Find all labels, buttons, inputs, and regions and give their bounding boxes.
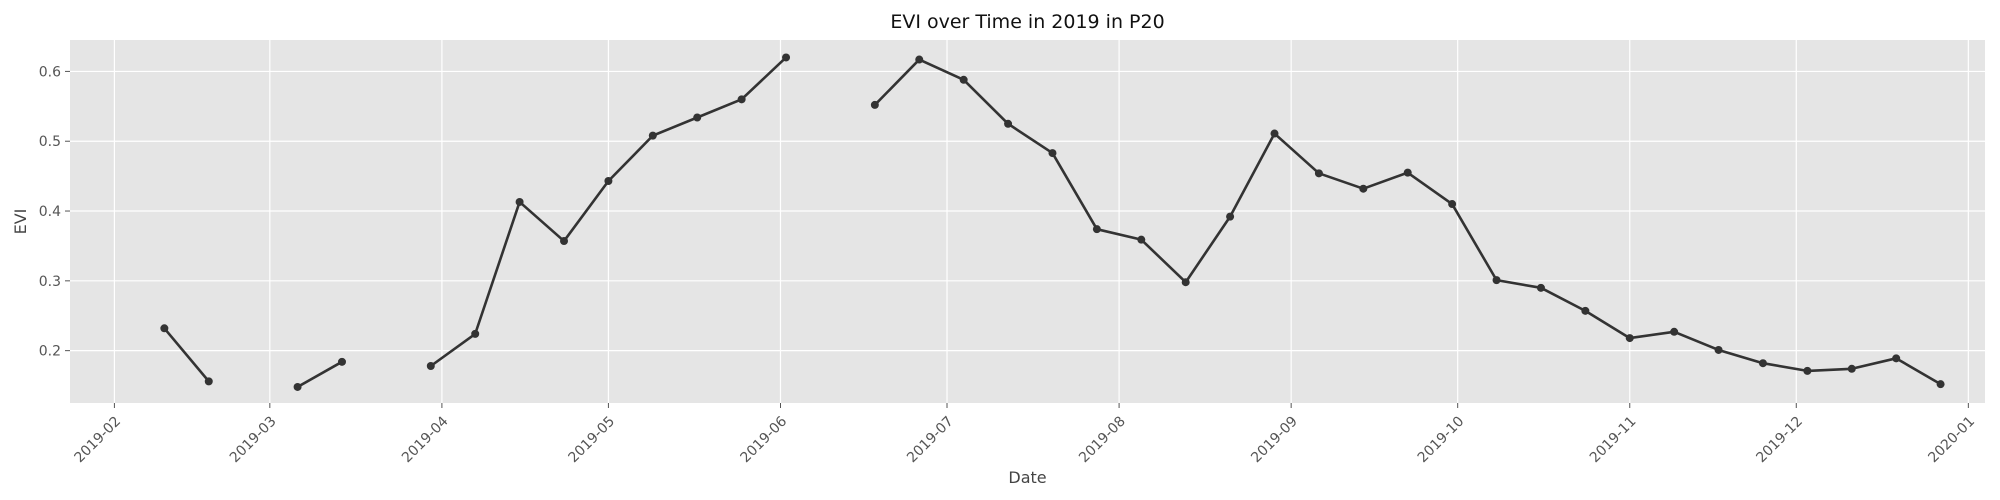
data-point: [693, 113, 702, 122]
x-axis-title: Date: [1008, 468, 1046, 487]
data-point: [1536, 283, 1545, 292]
data-point: [1448, 200, 1457, 209]
data-point: [870, 100, 879, 109]
x-tick-label: 2019-11: [1587, 413, 1640, 466]
data-point: [1625, 334, 1634, 343]
y-tick-label: 0.2: [39, 344, 61, 360]
data-point: [471, 329, 480, 338]
x-tick-label: 2019-04: [399, 413, 452, 466]
data-point: [1004, 119, 1013, 128]
data-point: [1492, 276, 1501, 285]
grid-lines: [70, 40, 1985, 403]
y-tick-label: 0.3: [39, 274, 61, 290]
data-point: [1803, 366, 1812, 375]
data-point: [1714, 345, 1723, 354]
data-point: [1936, 380, 1945, 389]
data-point: [1403, 168, 1412, 177]
y-tick-label: 0.5: [39, 134, 61, 150]
series-points: [160, 53, 1945, 391]
data-point: [426, 362, 435, 371]
plot-area: [70, 40, 1985, 403]
series-line-segment: [296, 360, 343, 389]
x-tick-label: 2019-06: [738, 413, 791, 466]
x-tick-label: 2019-08: [1076, 413, 1129, 466]
data-point: [1226, 212, 1235, 221]
data-point: [1270, 129, 1279, 138]
y-tick-label: 0.6: [39, 64, 61, 80]
series-line-segment: [163, 327, 210, 383]
x-tick-label: 2019-12: [1753, 413, 1806, 466]
data-point: [648, 131, 657, 140]
x-tick-label: 2019-05: [565, 413, 618, 466]
data-point: [204, 377, 213, 386]
data-point: [915, 55, 924, 64]
data-point: [1758, 359, 1767, 368]
x-tick-label: 2020-01: [1925, 413, 1978, 466]
chart-title: EVI over Time in 2019 in P20: [890, 11, 1164, 33]
data-point: [515, 197, 524, 206]
data-point: [1581, 306, 1590, 315]
data-point: [604, 177, 613, 186]
x-tick-label: 2019-10: [1415, 413, 1468, 466]
x-tick-label: 2019-07: [904, 413, 957, 466]
data-point: [1359, 184, 1368, 193]
data-point: [1048, 149, 1057, 158]
y-tick-label: 0.4: [39, 204, 61, 220]
data-point: [1892, 354, 1901, 363]
data-point: [737, 95, 746, 104]
data-point: [293, 382, 302, 391]
data-point: [160, 324, 169, 333]
data-point: [1092, 225, 1101, 234]
data-point: [1670, 327, 1679, 336]
data-point: [959, 75, 968, 84]
data-point: [337, 357, 346, 366]
x-tick-label: 2019-03: [227, 413, 280, 466]
data-point: [1137, 235, 1146, 244]
x-tick-label: 2019-02: [71, 413, 124, 466]
data-point: [1314, 169, 1323, 178]
data-point: [560, 237, 569, 246]
data-point: [1181, 278, 1190, 287]
x-tick-label: 2019-09: [1248, 413, 1301, 466]
data-point: [782, 53, 791, 62]
y-axis-title: EVI: [11, 209, 30, 235]
data-point: [1847, 364, 1856, 373]
